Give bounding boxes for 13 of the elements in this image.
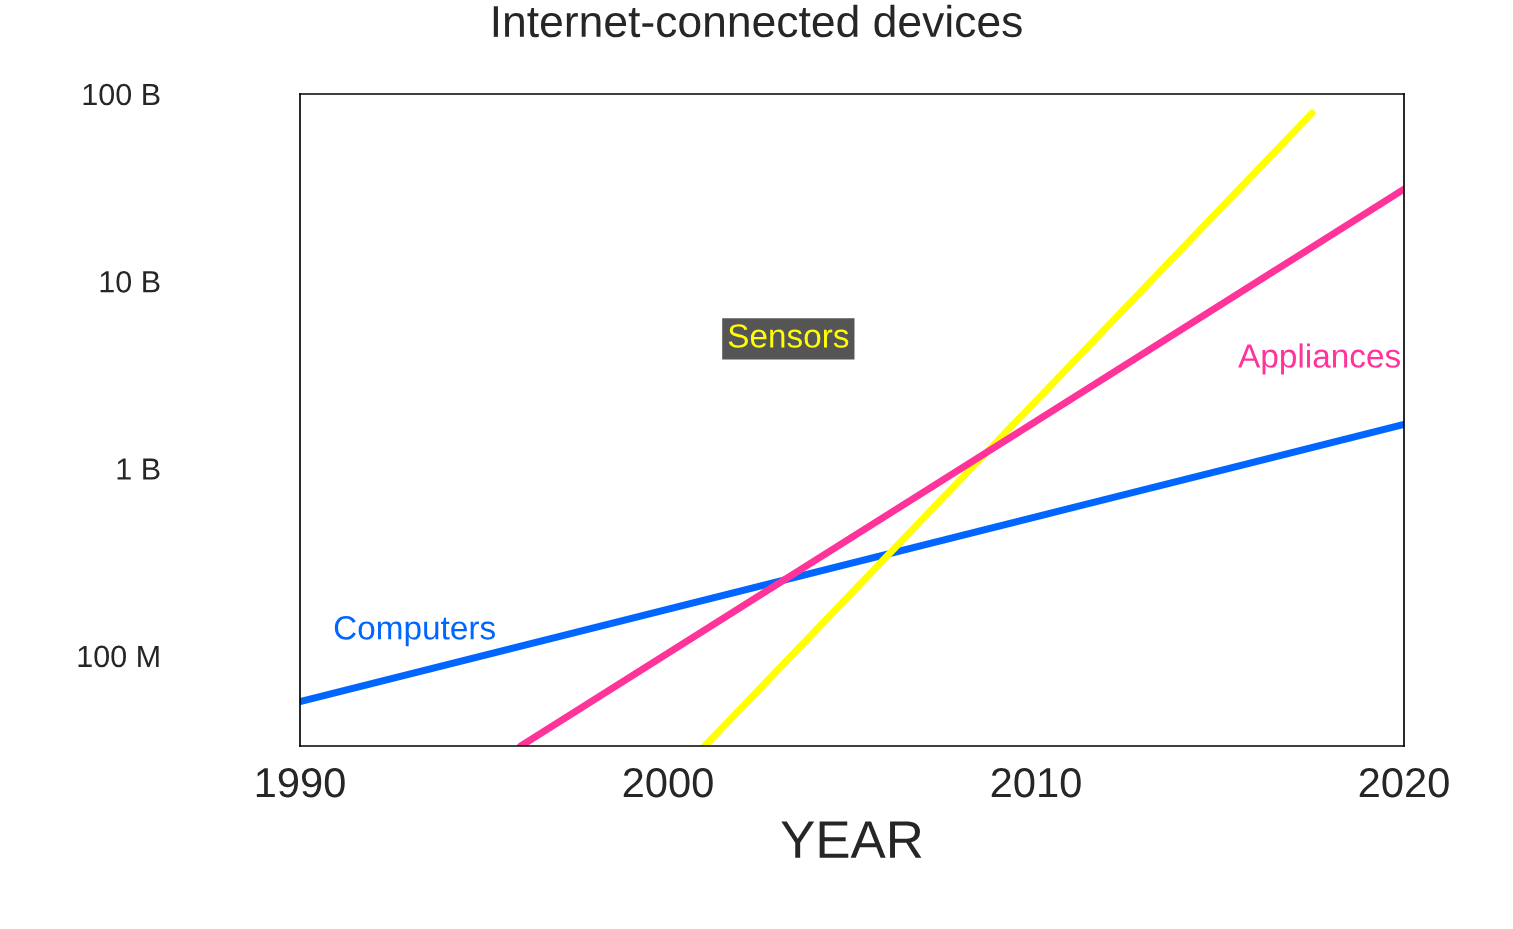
chart-title: Internet-connected devices xyxy=(493,4,1022,38)
x-tick-label: 1990 xyxy=(256,767,345,798)
y-tick-label: 10 B xyxy=(100,271,160,293)
x-tick-label: 2010 xyxy=(991,767,1081,798)
y-tick-label: 100 B xyxy=(83,83,160,106)
series-label: Appliances xyxy=(1238,343,1400,375)
x-tick-label: 2000 xyxy=(623,767,713,798)
series-label: Computers xyxy=(334,616,495,647)
y-tick-label: 100 M xyxy=(78,645,159,668)
x-tick-label: 2020 xyxy=(1359,767,1449,798)
text: Sensors xyxy=(728,324,849,348)
x-axis-title: YEAR xyxy=(781,821,922,858)
y-tick-label: 1 B xyxy=(117,458,160,480)
